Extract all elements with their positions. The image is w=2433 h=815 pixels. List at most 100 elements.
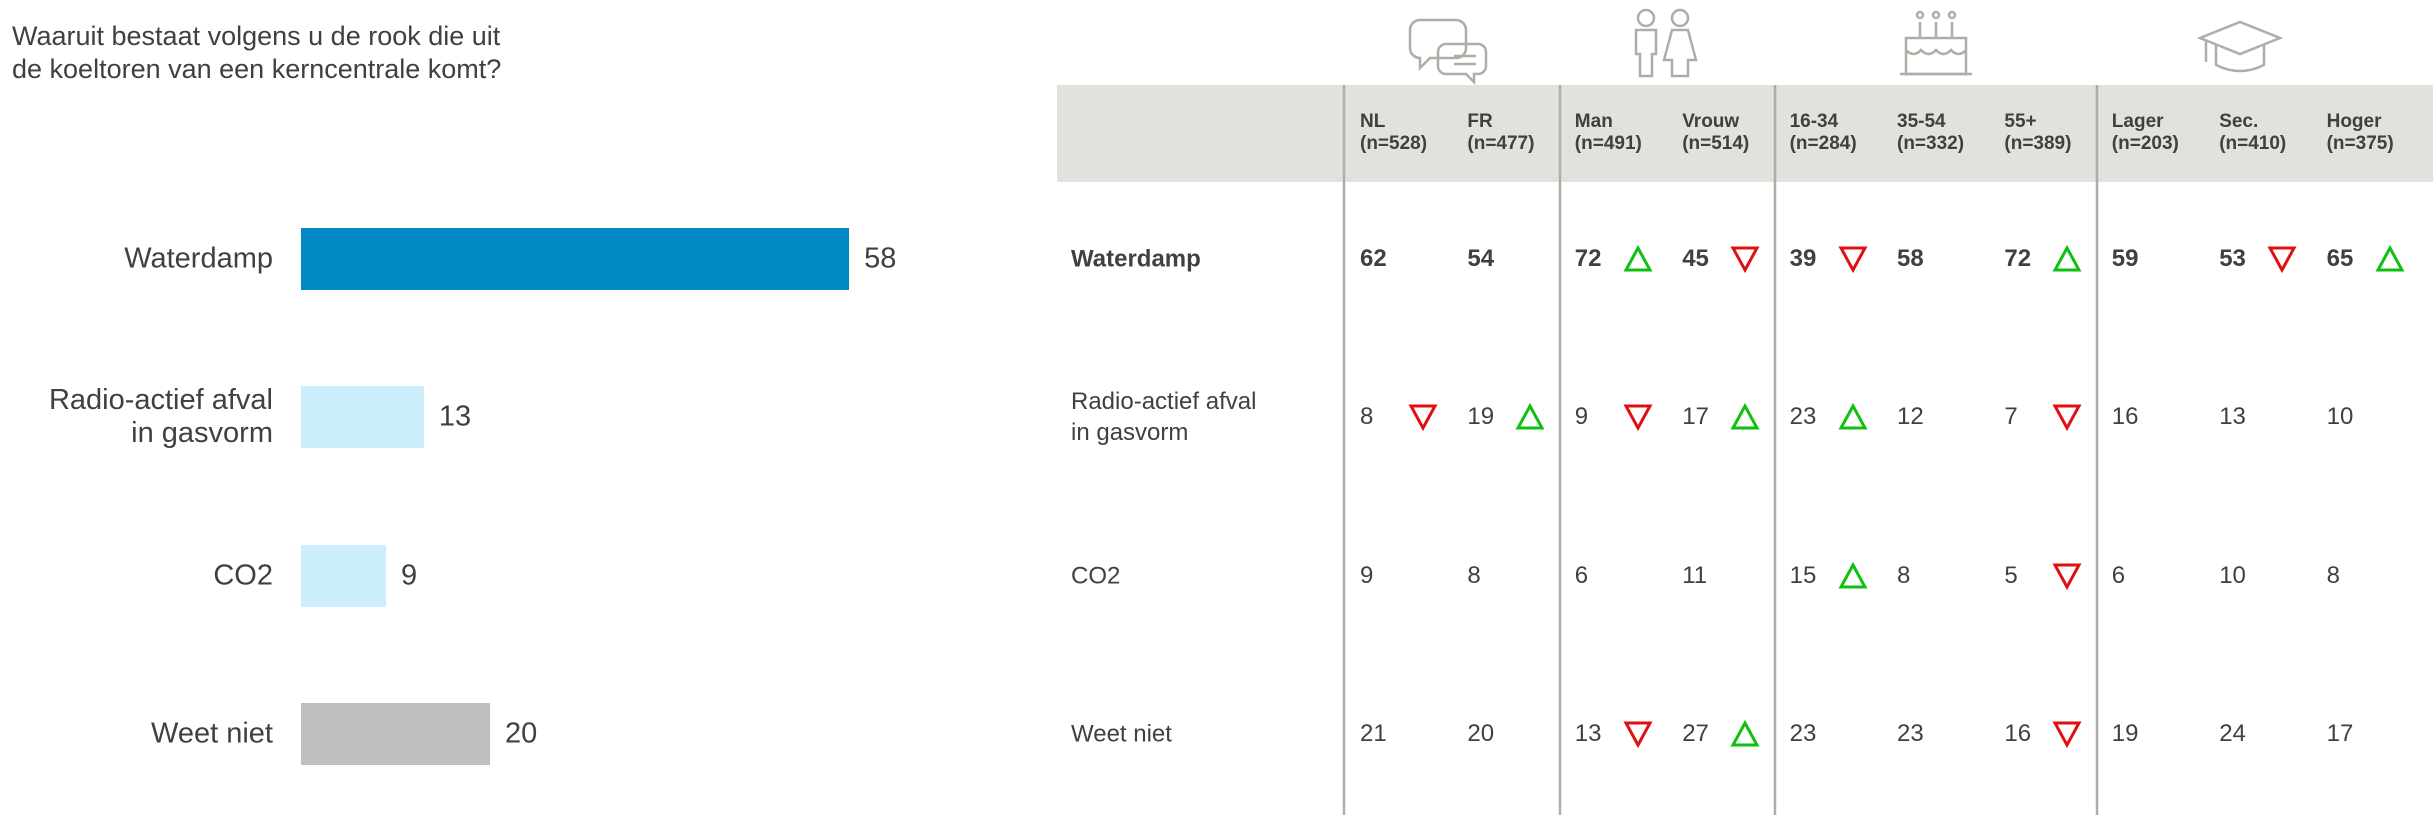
sig-down: [2052, 563, 2082, 590]
cell: 8: [1467, 562, 1481, 589]
triangle: [2052, 404, 2082, 431]
sig-up: [1515, 403, 1545, 430]
value-label: 20: [505, 717, 538, 750]
cell: 21: [1360, 720, 1387, 747]
column-header: 16-34 (n=284): [1789, 111, 1857, 154]
cell: 15: [1789, 562, 1817, 589]
icon-education: [2196, 20, 2284, 73]
cell: 9: [1574, 403, 1589, 430]
cell: 16: [2111, 403, 2139, 430]
triangle: [1623, 404, 1653, 431]
cell: 9: [1360, 562, 1374, 589]
cell: 19: [2111, 720, 2139, 747]
column-header: FR (n=477): [1467, 111, 1535, 154]
sig-down: [1838, 246, 1868, 273]
triangle: [1515, 403, 1545, 430]
row-label: Radio-actief afval in gasvorm: [1071, 388, 1257, 446]
cell: 59: [2111, 245, 2139, 272]
icon-language: [1408, 18, 1488, 86]
cell: 6: [2111, 562, 2126, 589]
row-label: Waterdamp: [1071, 245, 1201, 273]
sig-down: [2052, 404, 2082, 431]
category-label: Waterdamp: [124, 242, 273, 275]
cell: 13: [1574, 720, 1602, 747]
column-header: Sec. (n=410): [2219, 111, 2287, 154]
value-label: 58: [864, 242, 897, 275]
sig-up: [1730, 720, 1760, 747]
row-label: Weet niet: [1071, 720, 1172, 748]
cell: 19: [1467, 403, 1495, 430]
triangle: [2052, 563, 2082, 590]
row-label: CO2: [1071, 562, 1121, 590]
cell: 11: [1682, 562, 1708, 589]
cell: 23: [1897, 720, 1924, 747]
icon-age: [1900, 10, 1972, 76]
cell: 58: [1897, 245, 1924, 272]
sig-up: [2375, 245, 2405, 272]
cell: 62: [1360, 245, 1387, 272]
cell: 17: [2326, 720, 2354, 747]
sig-down: [1730, 246, 1760, 273]
sig-up: [1838, 562, 1868, 589]
triangle: [2375, 245, 2405, 272]
cell: 17: [1682, 403, 1709, 430]
column-header: Man (n=491): [1574, 111, 1642, 154]
icon-gender: [1634, 8, 1698, 78]
triangle: [2052, 721, 2082, 748]
cell: 72: [1574, 245, 1602, 272]
triangle: [1623, 721, 1653, 748]
cell: 10: [2326, 403, 2354, 430]
triangle: [1623, 245, 1653, 272]
sig-up: [1623, 245, 1653, 272]
cell: 5: [2004, 562, 2018, 589]
column-header: Hoger (n=375): [2326, 111, 2394, 154]
triangle: [1730, 403, 1760, 430]
table-header-bg: [1057, 85, 2433, 182]
category-label: CO2: [213, 559, 273, 592]
column-header: NL (n=528): [1360, 111, 1428, 154]
cell: 8: [1360, 403, 1374, 430]
triangle: [2052, 245, 2082, 272]
triangle: [1408, 404, 1438, 431]
cell: 53: [2219, 245, 2246, 272]
sig-up: [1730, 403, 1760, 430]
category-label: Radio-actief afval in gasvorm: [48, 384, 273, 449]
cell: 27: [1682, 720, 1709, 747]
sig-down: [1623, 721, 1653, 748]
cell: 65: [2326, 245, 2354, 272]
cell: 72: [2004, 245, 2032, 272]
sig-down: [1408, 404, 1438, 431]
cell: 39: [1789, 245, 1817, 272]
cell: 45: [1682, 245, 1709, 272]
triangle: [1838, 246, 1868, 273]
cell: 7: [2004, 403, 2018, 430]
cell: 8: [2326, 562, 2340, 589]
cell: 23: [1789, 403, 1817, 430]
cell: 10: [2219, 562, 2246, 589]
cell: 16: [2004, 720, 2032, 747]
cell: 24: [2219, 720, 2246, 747]
triangle: [1730, 246, 1760, 273]
bar: [301, 386, 424, 448]
bar: [301, 703, 490, 765]
category-label: Weet niet: [151, 717, 273, 750]
bar: [301, 228, 850, 290]
cell: 54: [1467, 245, 1495, 272]
cell: 20: [1467, 720, 1495, 747]
sig-down: [1623, 404, 1653, 431]
cell: 6: [1574, 562, 1589, 589]
cell: 13: [2219, 403, 2246, 430]
column-header: Lager (n=203): [2111, 111, 2179, 154]
column-header: 55+ (n=389): [2004, 111, 2072, 154]
sig-up: [1838, 403, 1868, 430]
sig-up: [2052, 245, 2082, 272]
cell: 23: [1789, 720, 1817, 747]
triangle: [1730, 720, 1760, 747]
column-header: 35-54 (n=332): [1897, 111, 1965, 154]
chart-title: Waaruit bestaat volgens u de rook die ui…: [12, 21, 502, 84]
cell: 12: [1897, 403, 1924, 430]
triangle: [2267, 246, 2297, 273]
sig-down: [2052, 721, 2082, 748]
value-label: 13: [438, 400, 472, 433]
